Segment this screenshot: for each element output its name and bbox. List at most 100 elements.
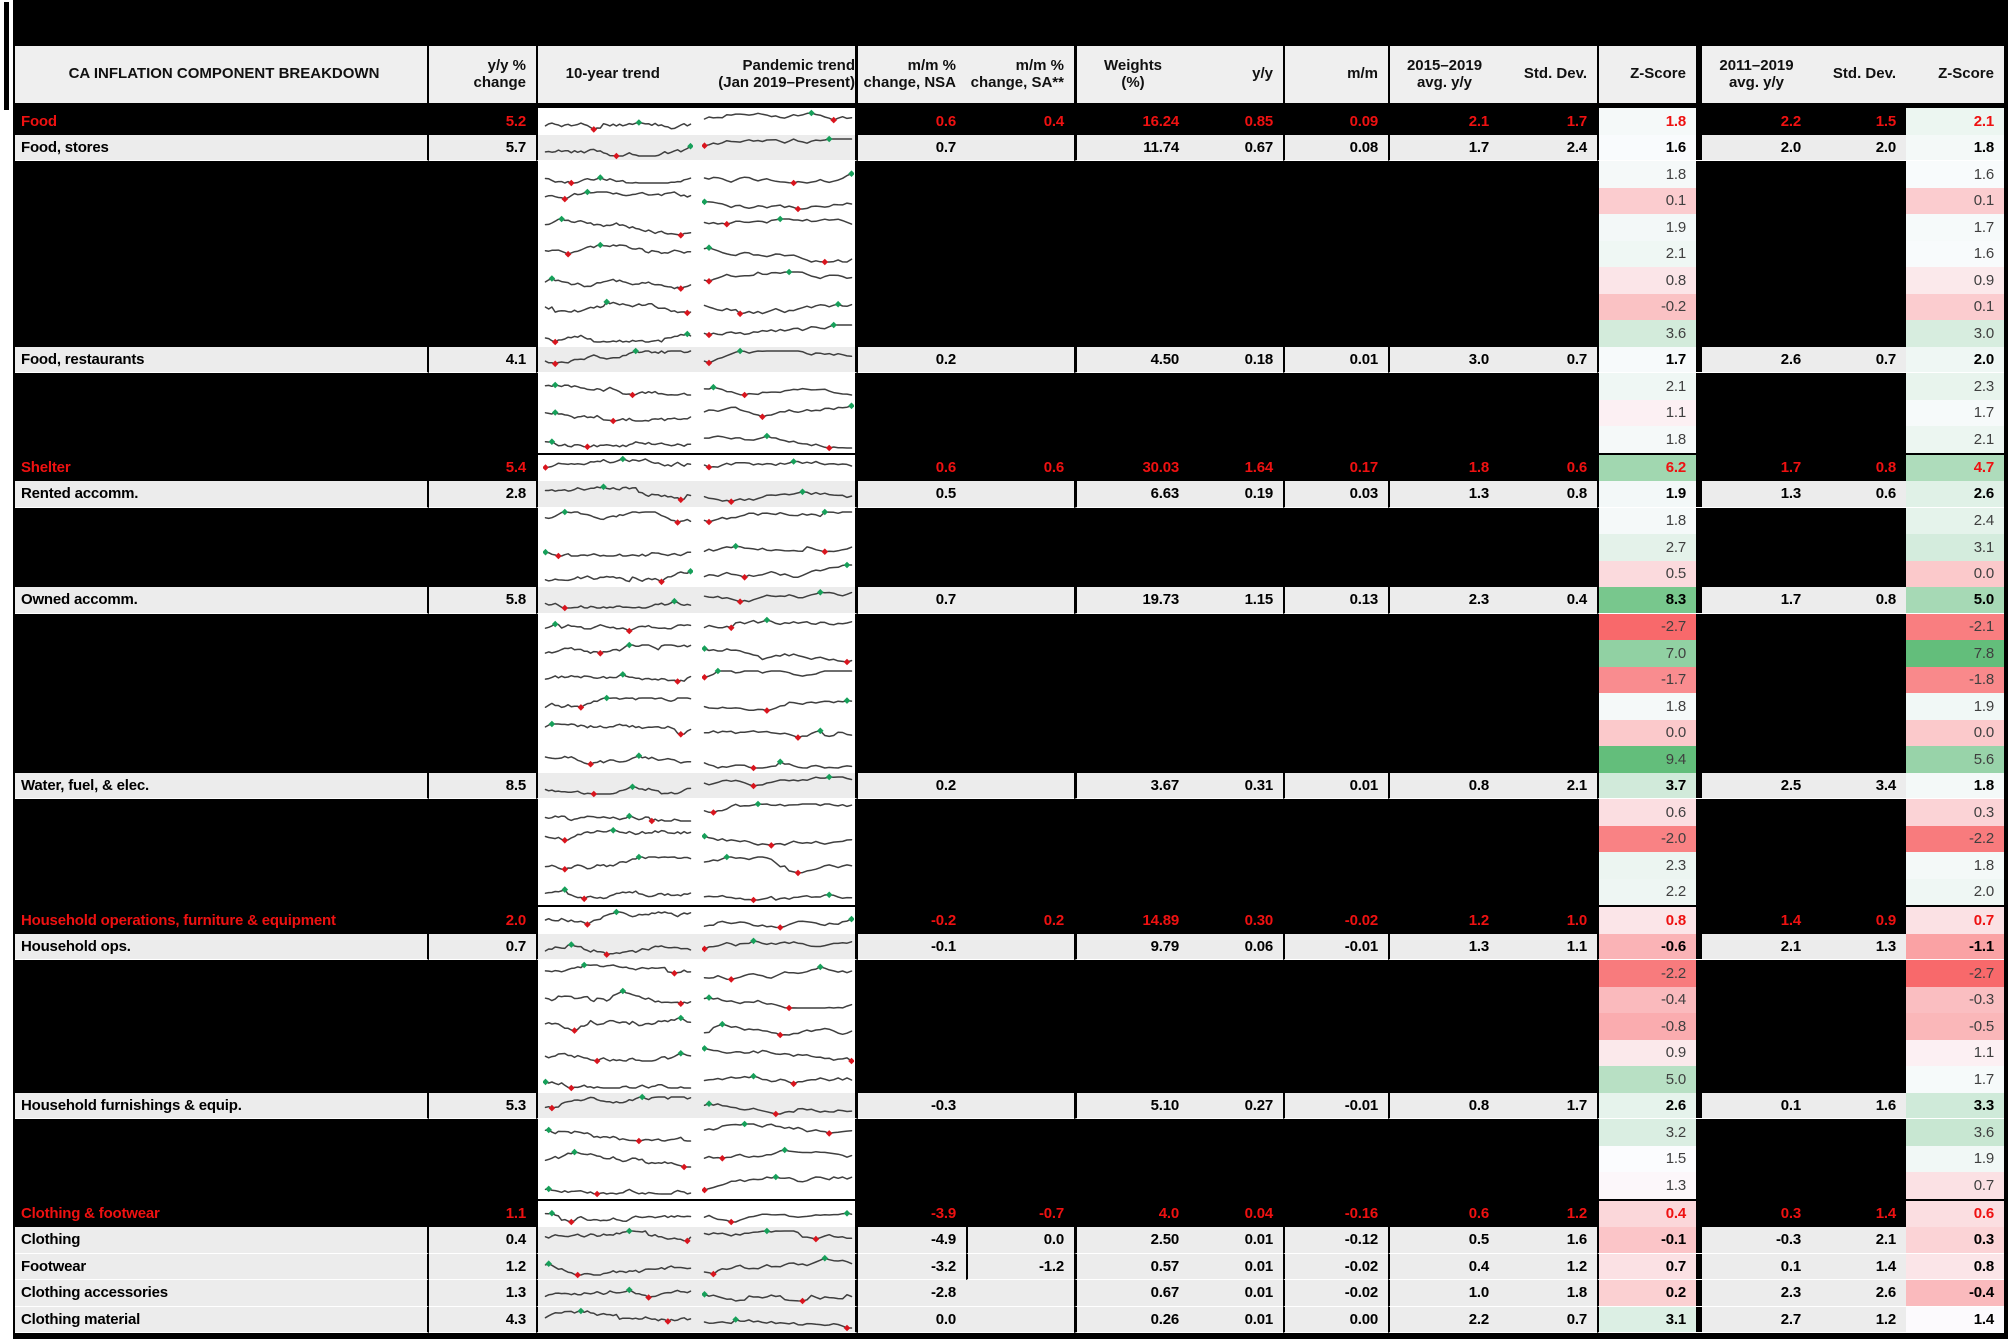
avg-2011-2019	[1702, 240, 1811, 267]
trend-sparklines	[536, 746, 858, 773]
avg-2015-2019	[1388, 878, 1499, 905]
z-score-2011-2019: 1.8	[1906, 134, 2004, 161]
yoy-percent-change	[429, 1119, 536, 1146]
avg-2011-2019	[1702, 1013, 1811, 1040]
pandemic-trend-sparkline	[703, 508, 853, 526]
mm-change-sa	[966, 878, 1074, 905]
row-label	[15, 986, 429, 1013]
table-row-redacted-29: 2.2 2.0	[15, 878, 2004, 905]
pandemic-trend-sparkline	[702, 198, 853, 213]
mm-value: -0.12	[1283, 1227, 1388, 1254]
trend-sparklines	[536, 534, 858, 561]
trend-sparklines	[536, 267, 858, 294]
ten-year-trend-sparkline	[544, 671, 692, 686]
trend-sparklines	[536, 852, 858, 879]
mm-change-nsa	[858, 240, 966, 267]
group-divider	[1696, 878, 1702, 905]
std-dev-2011-2019	[1811, 426, 1906, 453]
std-dev-2011-2019	[1811, 693, 1906, 720]
std-dev-2011-2019: 2.6	[1811, 1280, 1906, 1307]
yy-value: 1.64	[1189, 454, 1283, 481]
redacted-title-bar	[15, 0, 2004, 46]
yy-value: 0.85	[1189, 108, 1283, 135]
mm-change-nsa	[858, 960, 966, 987]
trend-sparklines	[536, 293, 858, 320]
mm-value	[1283, 320, 1388, 347]
mm-change-nsa	[858, 534, 966, 561]
mm-value	[1283, 507, 1388, 534]
mm-value: -0.01	[1283, 933, 1388, 960]
ten-year-trend-sparkline	[544, 886, 692, 903]
trend-sparklines	[536, 1145, 858, 1172]
mm-value	[1283, 560, 1388, 587]
group-divider	[1696, 1253, 1702, 1280]
table-row-redacted-11: 1.1 1.7	[15, 399, 2004, 426]
mm-change-nsa	[858, 161, 966, 188]
std-dev-2011-2019	[1811, 507, 1906, 534]
std-dev-2011-2019	[1811, 320, 1906, 347]
yoy-percent-change	[429, 878, 536, 905]
yy-value: 0.01	[1189, 1306, 1283, 1333]
group-divider	[1696, 799, 1702, 826]
yoy-percent-change: 0.7	[429, 933, 536, 960]
yy-value	[1189, 320, 1283, 347]
yy-value	[1189, 1172, 1283, 1199]
ten-year-trend-sparkline	[544, 1149, 692, 1171]
std-dev-2011-2019	[1811, 960, 1906, 987]
mm-change-sa: -1.2	[966, 1253, 1074, 1280]
group-divider	[1696, 1066, 1702, 1093]
avg-2015-2019	[1388, 507, 1499, 534]
z-score-2011-2019: 0.1	[1906, 187, 2004, 214]
table-row-household-ops: Household ops. 0.7 -0.1 9.79 0.06 -0.01 1.3 1.1…	[15, 933, 2004, 960]
weight-percent: 4.50	[1074, 346, 1189, 373]
yy-value	[1189, 825, 1283, 852]
std-dev-2015-2019	[1499, 878, 1597, 905]
weight-percent	[1074, 320, 1189, 347]
group-divider	[1696, 907, 1702, 934]
mm-change-sa	[966, 825, 1074, 852]
yy-value	[1189, 719, 1283, 746]
mm-value	[1283, 240, 1388, 267]
ten-year-trend-sparkline	[544, 961, 692, 977]
weight-percent: 9.79	[1074, 933, 1189, 960]
avg-2011-2019: 1.4	[1702, 907, 1811, 934]
trend-sparklines	[536, 1092, 858, 1119]
ten-year-trend-sparkline	[544, 483, 692, 504]
z-score-2015-2019: -0.1	[1597, 1227, 1696, 1254]
row-label: Water, fuel, & elec.	[15, 772, 429, 799]
mm-change-sa	[966, 267, 1074, 294]
weight-percent	[1074, 640, 1189, 667]
col-header-z-score-1: Z-Score	[1597, 46, 1696, 103]
mm-value: -0.02	[1283, 907, 1388, 934]
ten-year-trend-sparkline	[543, 455, 692, 472]
yoy-percent-change	[429, 507, 536, 534]
trend-sparklines	[536, 907, 858, 934]
yy-value: 0.01	[1189, 1253, 1283, 1280]
pandemic-trend-sparkline	[703, 383, 853, 399]
z-score-2011-2019: 0.6	[1906, 1200, 2004, 1227]
avg-2011-2019: 1.3	[1702, 481, 1811, 508]
table-row-food-stores: Food, stores 5.7 0.7 11.74 0.67 0.08 1.7 2.4 1.6…	[15, 134, 2004, 161]
mm-change-sa	[966, 693, 1074, 720]
group-divider	[1696, 1013, 1702, 1040]
avg-2015-2019	[1388, 719, 1499, 746]
yoy-percent-change	[429, 1013, 536, 1040]
trend-sparklines	[536, 481, 858, 508]
row-label	[15, 1172, 429, 1199]
table-header-row: CA INFLATION COMPONENT BREAKDOWN y/y % c…	[15, 46, 2004, 106]
ten-year-trend-sparkline	[544, 621, 692, 635]
ten-year-trend-sparkline	[544, 827, 692, 844]
group-divider	[1696, 534, 1702, 561]
mm-value	[1283, 960, 1388, 987]
avg-2011-2019	[1702, 187, 1811, 214]
z-score-2011-2019: 0.9	[1906, 267, 2004, 294]
avg-2011-2019	[1702, 560, 1811, 587]
yoy-percent-change	[429, 986, 536, 1013]
yoy-percent-change	[429, 1066, 536, 1093]
avg-2011-2019: 0.1	[1702, 1092, 1811, 1119]
mm-change-sa	[966, 481, 1074, 508]
pandemic-trend-sparkline	[703, 1254, 853, 1278]
z-score-2015-2019: -2.7	[1597, 613, 1696, 640]
mm-value	[1283, 161, 1388, 188]
avg-2015-2019	[1388, 399, 1499, 426]
